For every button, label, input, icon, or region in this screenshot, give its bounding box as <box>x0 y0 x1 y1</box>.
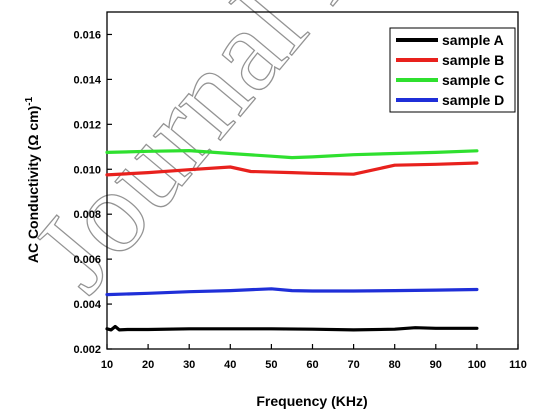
x-axis-title: Frequency (KHz) <box>256 393 367 409</box>
series-line-sample-a <box>105 324 479 332</box>
x-tick-label: 50 <box>265 359 277 371</box>
y-tick-label: 0.014 <box>73 74 101 86</box>
series-line-sample-b <box>105 161 479 177</box>
y-tick-label: 0.002 <box>73 344 101 356</box>
legend-label-sample-b: sample B <box>442 52 504 68</box>
legend: sample A sample B sample C sample D <box>389 27 516 113</box>
x-tick-label: 110 <box>509 359 527 371</box>
x-tick-label: 10 <box>101 359 113 371</box>
y-axis-title-text: AC Conductivity (Ω cm) <box>25 106 41 263</box>
series-line-sample-d <box>105 287 479 297</box>
y-tick-label: 0.008 <box>73 209 101 221</box>
series-layer <box>105 149 479 332</box>
x-tick-label: 90 <box>430 359 442 371</box>
series-line-sample-c <box>105 149 479 160</box>
x-tick-label: 30 <box>183 359 195 371</box>
y-axis-title: AC Conductivity (Ω cm)-1 <box>24 96 41 263</box>
watermark-text: Journal Pre <box>8 0 452 315</box>
x-tick-label: 40 <box>224 359 236 371</box>
watermark: Journal Pre <box>7 0 452 315</box>
x-axis: 10 20 30 40 50 60 70 80 90 100 110 <box>101 344 527 371</box>
legend-label-sample-a: sample A <box>442 32 504 48</box>
x-tick-label: 70 <box>347 359 359 371</box>
x-tick-label: 100 <box>468 359 486 371</box>
legend-label-sample-c: sample C <box>442 72 504 88</box>
y-tick-label: 0.006 <box>73 254 101 266</box>
y-axis: 0.002 0.004 0.006 0.008 0.010 0.012 0.014 0.016 <box>73 29 112 356</box>
x-tick-label: 80 <box>389 359 401 371</box>
x-tick-label: 20 <box>142 359 154 371</box>
y-axis-title-superscript: -1 <box>24 96 35 105</box>
legend-label-sample-d: sample D <box>442 92 504 108</box>
y-tick-label: 0.012 <box>73 119 101 131</box>
y-tick-label: 0.010 <box>73 164 101 176</box>
x-tick-label: 60 <box>306 359 318 371</box>
y-tick-label: 0.016 <box>73 29 101 41</box>
y-tick-label: 0.004 <box>73 299 101 311</box>
